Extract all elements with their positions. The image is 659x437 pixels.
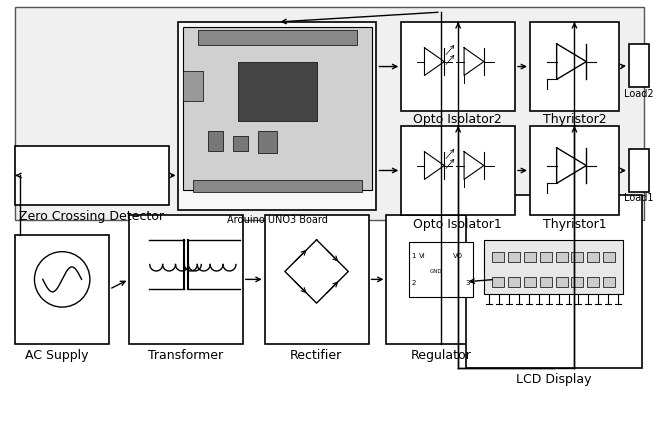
Bar <box>508 277 520 287</box>
Text: Thyristor1: Thyristor1 <box>542 218 606 231</box>
Bar <box>530 126 619 215</box>
Bar <box>484 240 623 294</box>
Text: VO: VO <box>453 253 463 259</box>
Bar <box>179 22 376 210</box>
Bar <box>629 44 648 87</box>
Bar <box>15 235 109 344</box>
Text: GND: GND <box>430 269 442 274</box>
Text: Transformer: Transformer <box>148 349 223 362</box>
Bar <box>265 215 368 344</box>
Bar <box>193 180 362 192</box>
Text: Load1: Load1 <box>624 193 654 203</box>
Bar <box>233 136 248 151</box>
Bar <box>629 149 648 192</box>
Bar <box>401 22 515 111</box>
Bar <box>183 72 203 101</box>
Bar <box>401 126 515 215</box>
Text: Arduino UNO3 Board: Arduino UNO3 Board <box>227 215 328 225</box>
Bar <box>409 242 473 297</box>
Bar <box>198 30 357 45</box>
Text: VI: VI <box>418 253 425 259</box>
Bar <box>15 7 644 220</box>
Text: Thyristor2: Thyristor2 <box>542 113 606 126</box>
Bar <box>386 215 496 344</box>
Text: Zero Crossing Detector: Zero Crossing Detector <box>19 210 164 223</box>
Bar <box>508 252 520 262</box>
Text: LCD Display: LCD Display <box>516 374 591 386</box>
Bar <box>524 277 536 287</box>
Bar <box>571 252 583 262</box>
Bar <box>238 62 317 121</box>
Bar <box>540 277 552 287</box>
Text: Opto Isolator1: Opto Isolator1 <box>413 218 502 231</box>
Bar <box>587 277 599 287</box>
Text: 3: 3 <box>465 280 470 286</box>
Bar <box>15 146 169 205</box>
Text: Regulator: Regulator <box>411 349 471 362</box>
Bar <box>540 252 552 262</box>
Bar <box>492 277 504 287</box>
Text: Rectifier: Rectifier <box>290 349 342 362</box>
Text: 2: 2 <box>412 280 416 286</box>
Text: AC Supply: AC Supply <box>25 349 88 362</box>
Bar <box>530 22 619 111</box>
Bar <box>556 252 567 262</box>
Bar <box>603 252 615 262</box>
Bar <box>492 252 504 262</box>
Text: Load2: Load2 <box>624 89 654 99</box>
Text: 1: 1 <box>412 253 416 259</box>
Bar <box>587 252 599 262</box>
Bar <box>603 277 615 287</box>
Bar <box>571 277 583 287</box>
Bar <box>258 131 277 153</box>
Bar <box>183 27 372 190</box>
Text: Opto Isolator2: Opto Isolator2 <box>413 113 502 126</box>
Bar <box>556 277 567 287</box>
Bar <box>208 131 223 151</box>
Bar <box>129 215 243 344</box>
Bar <box>524 252 536 262</box>
Bar <box>465 195 642 368</box>
